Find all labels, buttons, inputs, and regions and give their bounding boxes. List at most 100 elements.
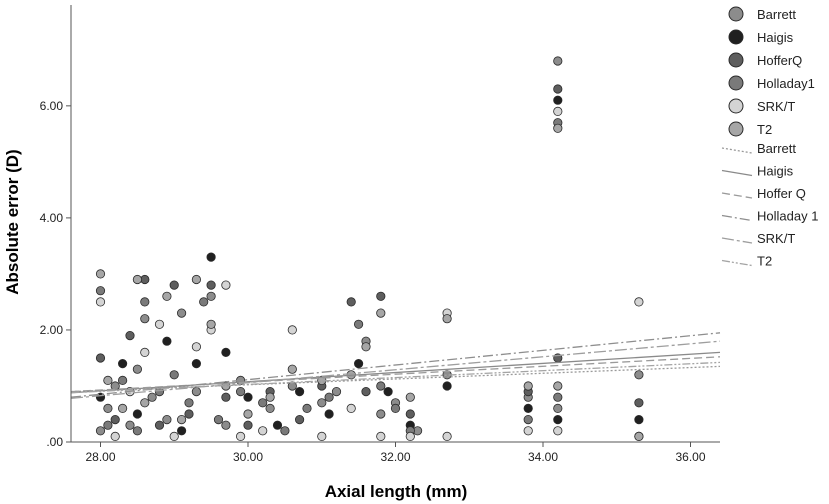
data-point-t2 <box>523 381 533 391</box>
data-point-srk-t <box>634 297 644 307</box>
data-point-holladay1 <box>353 319 364 329</box>
data-point-t2 <box>191 274 201 285</box>
data-point-hofferq <box>243 420 253 430</box>
x-tick-label: 36.00 <box>675 450 705 464</box>
data-point-haigis <box>324 409 334 419</box>
x-tick-label: 32.00 <box>380 450 410 464</box>
legend-label-line-srk-t: SRK/T <box>757 231 795 246</box>
data-point-t2 <box>265 392 275 402</box>
data-point-haigis <box>553 414 563 425</box>
data-point-barrett <box>162 414 172 425</box>
data-point-barrett <box>265 403 275 413</box>
data-point-t2 <box>243 409 253 419</box>
y-tick-label: 2.00 <box>40 323 64 337</box>
y-tick-label: 4.00 <box>40 211 64 225</box>
y-tick-label: 6.00 <box>40 99 64 113</box>
data-point-haigis <box>206 252 216 262</box>
data-point-t2 <box>405 392 415 402</box>
legend-marker-hofferq <box>728 52 744 68</box>
data-point-t2 <box>132 274 142 285</box>
data-point-haigis <box>353 358 364 369</box>
data-point-hofferq <box>206 280 216 290</box>
fit-line-hoffer-q <box>70 356 721 393</box>
data-point-holladay1 <box>132 426 142 436</box>
legend-label-line-haigis: Haigis <box>757 164 794 179</box>
data-point-haigis <box>523 403 533 413</box>
plot-area <box>70 56 721 441</box>
data-point-hofferq <box>125 330 135 341</box>
data-point-barrett <box>103 403 113 413</box>
data-point-haigis <box>191 358 201 369</box>
data-point-hofferq <box>95 353 106 363</box>
data-point-t2 <box>95 269 106 279</box>
y-axis-title: Absolute error (D) <box>3 149 22 294</box>
fit-line-srk-t <box>70 340 721 399</box>
data-point-srk-t <box>405 431 415 441</box>
data-point-holladay1 <box>140 297 150 307</box>
data-point-haigis <box>383 386 393 397</box>
data-point-t2 <box>206 319 216 329</box>
data-point-holladay1 <box>258 398 268 408</box>
data-point-hofferq <box>184 409 194 419</box>
data-point-barrett <box>191 386 201 397</box>
data-point-barrett <box>206 291 216 301</box>
data-point-srk-t <box>317 431 327 441</box>
fit-line-t2 <box>70 361 721 394</box>
x-tick-label: 34.00 <box>528 450 558 464</box>
legend-marker-t2 <box>728 121 744 137</box>
data-point-srk-t <box>221 280 231 290</box>
data-point-holladay1 <box>199 297 209 307</box>
legend-label-barrett: Barrett <box>757 7 796 22</box>
x-axis-title: Axial length (mm) <box>325 482 468 501</box>
legend-label-t2: T2 <box>757 122 772 137</box>
data-point-holladay1 <box>236 386 246 397</box>
data-point-srk-t <box>287 325 297 335</box>
data-point-t2 <box>162 291 172 301</box>
data-point-holladay1 <box>376 381 386 391</box>
data-point-srk-t <box>553 106 563 117</box>
data-point-srk-t <box>236 431 246 441</box>
data-point-barrett <box>95 426 106 436</box>
legend-line-holladay-1 <box>721 214 753 222</box>
data-point-holladay1 <box>553 392 563 402</box>
data-point-t2 <box>376 308 386 318</box>
data-point-haigis <box>553 95 563 105</box>
data-point-holladay1 <box>390 403 401 413</box>
data-point-srk-t <box>376 431 386 441</box>
data-point-t2 <box>634 431 644 441</box>
legend-label-line-hoffer-q: Hoffer Q <box>757 186 806 201</box>
legend-label-srk-t: SRK/T <box>757 99 795 114</box>
legend-label-line-t2: T2 <box>757 254 772 269</box>
data-point-srk-t <box>523 426 533 436</box>
data-point-hofferq <box>634 398 644 408</box>
data-point-holladay1 <box>523 414 533 425</box>
data-point-srk-t <box>442 431 452 441</box>
data-point-barrett <box>132 364 142 374</box>
legend-label-haigis: Haigis <box>757 30 794 45</box>
data-point-hofferq <box>405 409 415 419</box>
data-point-hofferq <box>376 291 386 301</box>
legend-marker-srk-t <box>728 98 744 114</box>
data-point-t2 <box>140 398 150 408</box>
data-point-srk-t <box>553 426 563 436</box>
data-point-barrett <box>140 314 150 324</box>
data-point-haigis <box>132 409 142 419</box>
legend-line-t2 <box>721 259 753 267</box>
data-point-holladay1 <box>184 398 194 408</box>
data-point-barrett <box>317 398 327 408</box>
data-point-holladay1 <box>302 403 312 413</box>
data-point-holladay1 <box>324 392 334 402</box>
axes <box>70 5 720 443</box>
data-point-hofferq <box>346 297 356 307</box>
data-point-hofferq <box>294 414 305 425</box>
data-point-hofferq <box>361 386 371 397</box>
data-point-srk-t <box>154 319 165 329</box>
data-point-barrett <box>177 308 187 318</box>
data-point-t2 <box>442 314 452 324</box>
data-point-t2 <box>553 123 563 133</box>
data-point-t2 <box>177 414 187 425</box>
data-point-hofferq <box>553 84 563 94</box>
legend-line-barrett <box>721 147 753 154</box>
data-point-barrett <box>376 409 386 419</box>
legend-line-haigis <box>721 169 753 177</box>
